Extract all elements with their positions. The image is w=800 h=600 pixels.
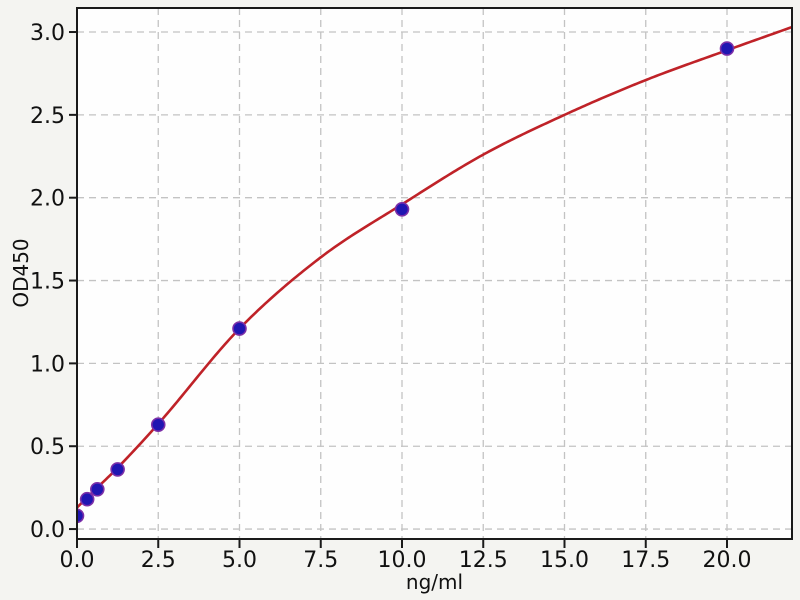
y-tick-label: 2.0 xyxy=(30,187,65,212)
x-tick-label: 15.0 xyxy=(540,548,589,573)
y-tick-label: 2.5 xyxy=(30,104,65,129)
y-tick-label: 1.5 xyxy=(30,270,65,295)
data-point xyxy=(77,508,85,524)
axes-border xyxy=(76,7,793,540)
data-point xyxy=(79,491,95,507)
data-point xyxy=(719,41,735,56)
data-point xyxy=(150,417,166,432)
y-tick-label: 0.0 xyxy=(30,518,65,543)
x-tick-label: 7.5 xyxy=(303,548,338,573)
x-axis-title: ng/ml xyxy=(405,570,464,594)
data-point xyxy=(232,321,247,336)
data-point xyxy=(110,462,125,477)
x-tick-label: 17.5 xyxy=(621,548,670,573)
x-tick-label: 12.5 xyxy=(459,548,508,573)
x-tick-label: 2.5 xyxy=(141,548,176,573)
x-tick-label: 20.0 xyxy=(703,548,752,573)
x-tick-label: 5.0 xyxy=(222,548,257,573)
data-point xyxy=(394,201,410,217)
y-tick-label: 3.0 xyxy=(30,21,65,46)
fit-curve-line xyxy=(77,25,793,509)
x-tick-label: 0.0 xyxy=(60,548,95,573)
y-tick-label: 1.0 xyxy=(30,352,65,377)
y-axis-title: OD450 xyxy=(9,238,33,308)
data-point xyxy=(90,481,105,497)
plot-background xyxy=(77,8,792,539)
y-tick-label: 0.5 xyxy=(30,435,65,460)
x-tick-label: 10.0 xyxy=(378,548,427,573)
